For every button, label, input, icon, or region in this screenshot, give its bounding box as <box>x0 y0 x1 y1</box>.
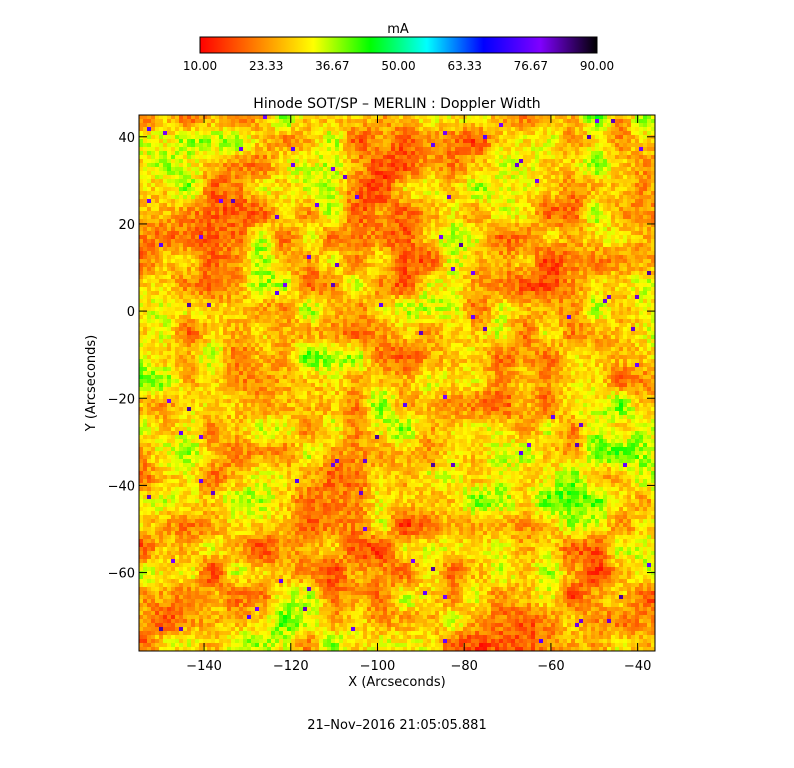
x-tick-label: −100 <box>360 659 396 674</box>
colorbar-tick-label: 76.67 <box>514 59 548 73</box>
y-tick-label: −60 <box>108 567 135 582</box>
timestamp: 21–Nov–2016 21:05:05.881 <box>307 718 486 733</box>
plot-frame <box>138 114 656 652</box>
colorbar-tick-label: 36.67 <box>315 59 349 73</box>
heatmap-field <box>139 115 655 651</box>
colorbar-label: mA <box>387 22 409 37</box>
colorbar-tick-label: 50.00 <box>381 59 415 73</box>
colorbar-tick-label: 10.00 <box>183 59 217 73</box>
y-tick-label: 40 <box>118 131 135 146</box>
x-tick-label: −120 <box>273 659 309 674</box>
colorbar <box>199 36 598 54</box>
y-tick-label: −40 <box>108 479 135 494</box>
x-axis-label: X (Arcseconds) <box>348 675 445 690</box>
x-tick-label: −40 <box>624 659 651 674</box>
y-tick-label: 20 <box>118 218 135 233</box>
y-tick-label: −20 <box>108 392 135 407</box>
chart-title: Hinode SOT/SP – MERLIN : Doppler Width <box>253 96 540 112</box>
colorbar-tick-label: 63.33 <box>447 59 481 73</box>
colorbar-ticks: 10.00 23.33 36.67 50.00 63.33 76.67 90.00 <box>183 59 614 73</box>
x-tick-label: −60 <box>537 659 564 674</box>
axes: −140 −120 −100 −80 −60 −40 −60 −40 −20 0 20 40 <box>108 115 655 674</box>
x-tick-label: −80 <box>450 659 477 674</box>
y-axis-label: Y (Arcseconds) <box>84 335 99 432</box>
x-tick-label: −140 <box>186 659 222 674</box>
colorbar-tick-label: 90.00 <box>580 59 614 73</box>
colorbar-tick-label: 23.33 <box>249 59 283 73</box>
y-tick-label: 0 <box>127 305 135 320</box>
